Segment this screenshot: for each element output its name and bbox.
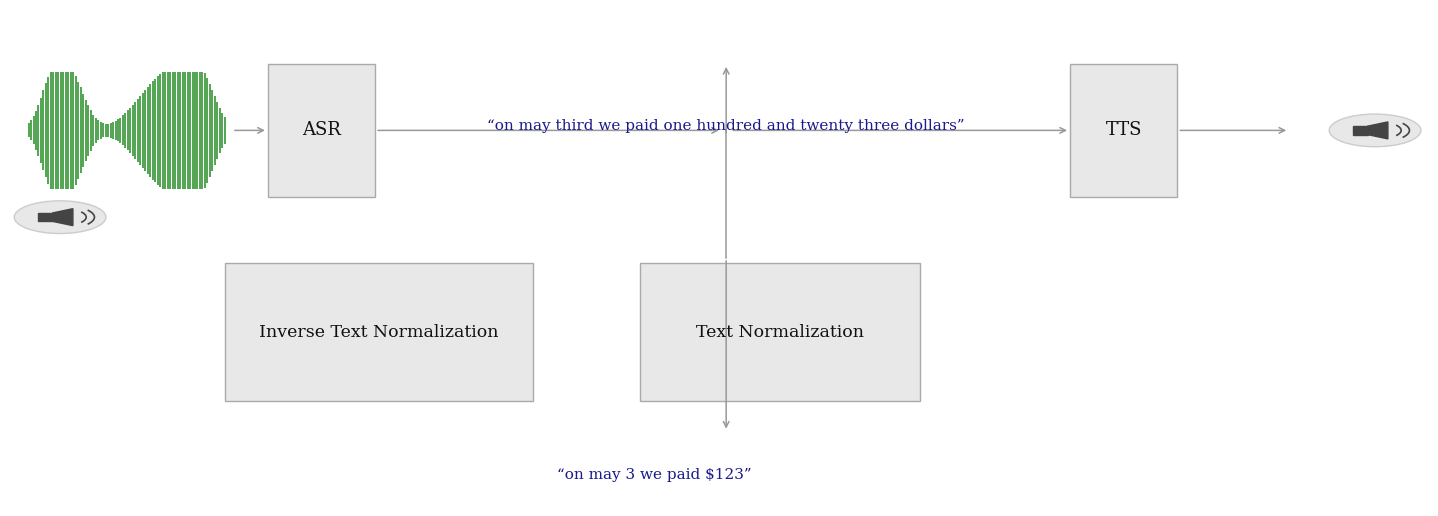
Text: ASR: ASR	[302, 121, 341, 139]
FancyBboxPatch shape	[1070, 64, 1178, 197]
Text: TTS: TTS	[1106, 121, 1142, 139]
Circle shape	[14, 201, 106, 234]
Circle shape	[1329, 114, 1421, 147]
FancyBboxPatch shape	[267, 64, 375, 197]
Text: Inverse Text Normalization: Inverse Text Normalization	[259, 324, 499, 341]
FancyBboxPatch shape	[37, 213, 53, 221]
Polygon shape	[53, 208, 73, 225]
Text: “on may 3 we paid $123”: “on may 3 we paid $123”	[558, 468, 752, 482]
Text: Text Normalization: Text Normalization	[696, 324, 864, 341]
FancyBboxPatch shape	[640, 263, 919, 401]
Text: “on may third we paid one hundred and twenty three dollars”: “on may third we paid one hundred and tw…	[487, 119, 965, 133]
Polygon shape	[1368, 122, 1388, 139]
FancyBboxPatch shape	[224, 263, 533, 401]
FancyBboxPatch shape	[1353, 126, 1368, 135]
